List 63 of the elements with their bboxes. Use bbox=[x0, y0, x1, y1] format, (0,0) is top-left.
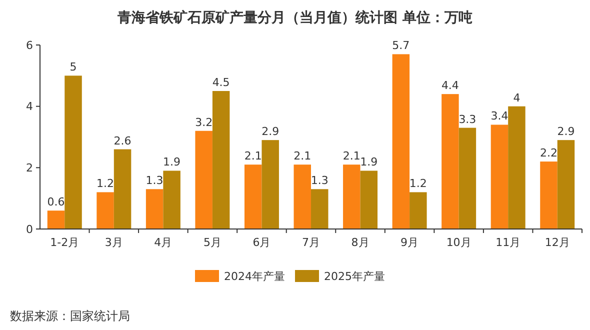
y-tick-label: 6 bbox=[26, 38, 33, 52]
data-label: 2.9 bbox=[262, 125, 280, 138]
data-label: 3.2 bbox=[195, 116, 213, 129]
bar bbox=[410, 192, 427, 229]
bar bbox=[458, 128, 476, 229]
data-label: 3.4 bbox=[490, 110, 508, 123]
data-label: 5 bbox=[70, 60, 77, 74]
bar bbox=[146, 189, 164, 229]
data-label: 4.4 bbox=[441, 79, 459, 92]
data-label: 2.1 bbox=[342, 150, 360, 163]
bar bbox=[508, 106, 526, 229]
x-tick-label: 6月 bbox=[252, 236, 271, 249]
data-label: 1.2 bbox=[409, 177, 427, 190]
y-tick-label: 0 bbox=[26, 222, 33, 236]
legend-label: 2025年产量 bbox=[324, 270, 385, 283]
bar bbox=[262, 140, 279, 229]
legend-label: 2024年产量 bbox=[224, 270, 285, 283]
x-tick-label: 8月 bbox=[351, 236, 370, 249]
data-label: 2.9 bbox=[557, 125, 575, 138]
bar bbox=[442, 94, 459, 229]
bar bbox=[212, 91, 230, 229]
data-label: 1.3 bbox=[310, 174, 328, 188]
y-tick-label: 4 bbox=[26, 100, 33, 114]
x-tick-label: 4月 bbox=[154, 236, 172, 249]
x-tick-label: 1-2月 bbox=[50, 236, 80, 249]
x-tick-label: 7月 bbox=[302, 236, 320, 249]
data-label: 2.2 bbox=[540, 146, 558, 160]
data-label: 3.3 bbox=[458, 112, 476, 126]
x-tick-label: 10月 bbox=[446, 236, 472, 249]
bar bbox=[96, 192, 114, 229]
x-tick-label: 12月 bbox=[544, 236, 570, 249]
bar bbox=[47, 210, 65, 229]
bar bbox=[557, 140, 575, 229]
x-tick-label: 3月 bbox=[104, 236, 123, 249]
data-label: 2.1 bbox=[294, 150, 312, 163]
bar bbox=[540, 162, 558, 229]
data-label: 4 bbox=[513, 91, 520, 104]
data-label: 1.9 bbox=[360, 156, 378, 169]
bar bbox=[311, 189, 328, 229]
bar bbox=[490, 124, 508, 229]
data-label: 5.7 bbox=[392, 39, 410, 52]
bar bbox=[195, 130, 212, 229]
source-note: 数据来源：国家统计局 bbox=[10, 309, 130, 323]
x-tick-label: 9月 bbox=[400, 236, 419, 249]
bar bbox=[360, 170, 378, 229]
data-label: 2.1 bbox=[244, 150, 262, 163]
bar bbox=[64, 76, 82, 229]
bar bbox=[343, 164, 360, 229]
data-label: 0.6 bbox=[47, 196, 65, 209]
y-tick-label: 2 bbox=[26, 162, 33, 175]
bar bbox=[114, 149, 132, 229]
bar bbox=[163, 170, 180, 229]
data-label: 1.3 bbox=[146, 174, 164, 188]
chart-title: 青海省铁矿石原矿产量分月（当月值）统计图 单位：万吨 bbox=[116, 9, 472, 26]
data-label: 1.2 bbox=[96, 177, 114, 190]
bar bbox=[392, 54, 410, 229]
bar bbox=[294, 164, 311, 229]
bar bbox=[244, 164, 262, 229]
data-label: 1.9 bbox=[163, 156, 181, 169]
data-label: 4.5 bbox=[212, 76, 230, 89]
x-tick-label: 11月 bbox=[496, 236, 521, 249]
data-label: 2.6 bbox=[114, 134, 132, 148]
x-tick-label: 5月 bbox=[203, 236, 222, 249]
